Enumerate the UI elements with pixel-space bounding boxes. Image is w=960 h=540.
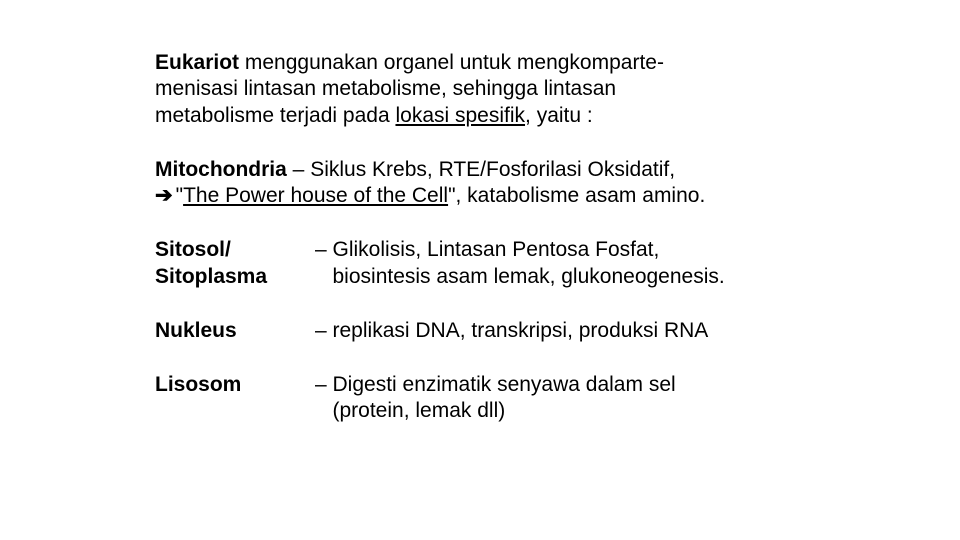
mito-dash: – bbox=[287, 158, 310, 181]
mitochondria-block: Mitochondria – Siklus Krebs, RTE/Fosfori… bbox=[155, 157, 805, 210]
lisosom-row: Lisosom – Digesti enzimatik senyawa dala… bbox=[155, 372, 805, 425]
sitosol-desc1: – Glikolisis, Lintasan Pentosa Fosfat, bbox=[315, 237, 805, 263]
intro-line3-b: , yaitu : bbox=[525, 104, 593, 127]
sitosol-desc2: biosintesis asam lemak, glukoneogenesis. bbox=[315, 264, 805, 290]
lisosom-desc2: (protein, lemak dll) bbox=[315, 398, 805, 424]
lisosom-desc1: – Digesti enzimatik senyawa dalam sel bbox=[315, 372, 805, 398]
mito-tail1: Siklus Krebs, RTE/Fosforilasi Oksidatif, bbox=[310, 158, 675, 181]
nukleus-desc: – replikasi DNA, transkripsi, produksi R… bbox=[315, 318, 805, 344]
mito-label: Mitochondria bbox=[155, 158, 287, 181]
sitosol-label: Sitosol/ Sitoplasma bbox=[155, 237, 315, 290]
sitosol-label1: Sitosol/ bbox=[155, 237, 315, 263]
mito-quote-b: ", katabolisme asam amino. bbox=[448, 184, 705, 207]
lisosom-desc: – Digesti enzimatik senyawa dalam sel (p… bbox=[315, 372, 805, 425]
intro-line3-a: metabolisme terjadi pada bbox=[155, 104, 395, 127]
sitosol-row: Sitosol/ Sitoplasma – Glikolisis, Lintas… bbox=[155, 237, 805, 290]
nukleus-row: Nukleus – replikasi DNA, transkripsi, pr… bbox=[155, 318, 805, 344]
sitosol-desc: – Glikolisis, Lintasan Pentosa Fosfat, b… bbox=[315, 237, 805, 290]
intro-paragraph: Eukariot menggunakan organel untuk mengk… bbox=[155, 50, 805, 129]
intro-line1-rest: menggunakan organel untuk mengkomparte- bbox=[239, 51, 664, 74]
arrow-icon bbox=[155, 184, 176, 207]
mito-quote-a: " bbox=[176, 184, 183, 207]
intro-lead: Eukariot bbox=[155, 51, 239, 74]
intro-line3-underlined: lokasi spesifik bbox=[395, 104, 525, 127]
lisosom-label: Lisosom bbox=[155, 372, 315, 425]
mito-quote-ul: The Power house of the Cell bbox=[183, 184, 448, 207]
intro-line2: menisasi lintasan metabolisme, sehingga … bbox=[155, 76, 805, 102]
nukleus-label: Nukleus bbox=[155, 318, 315, 344]
sitosol-label2: Sitoplasma bbox=[155, 264, 315, 290]
